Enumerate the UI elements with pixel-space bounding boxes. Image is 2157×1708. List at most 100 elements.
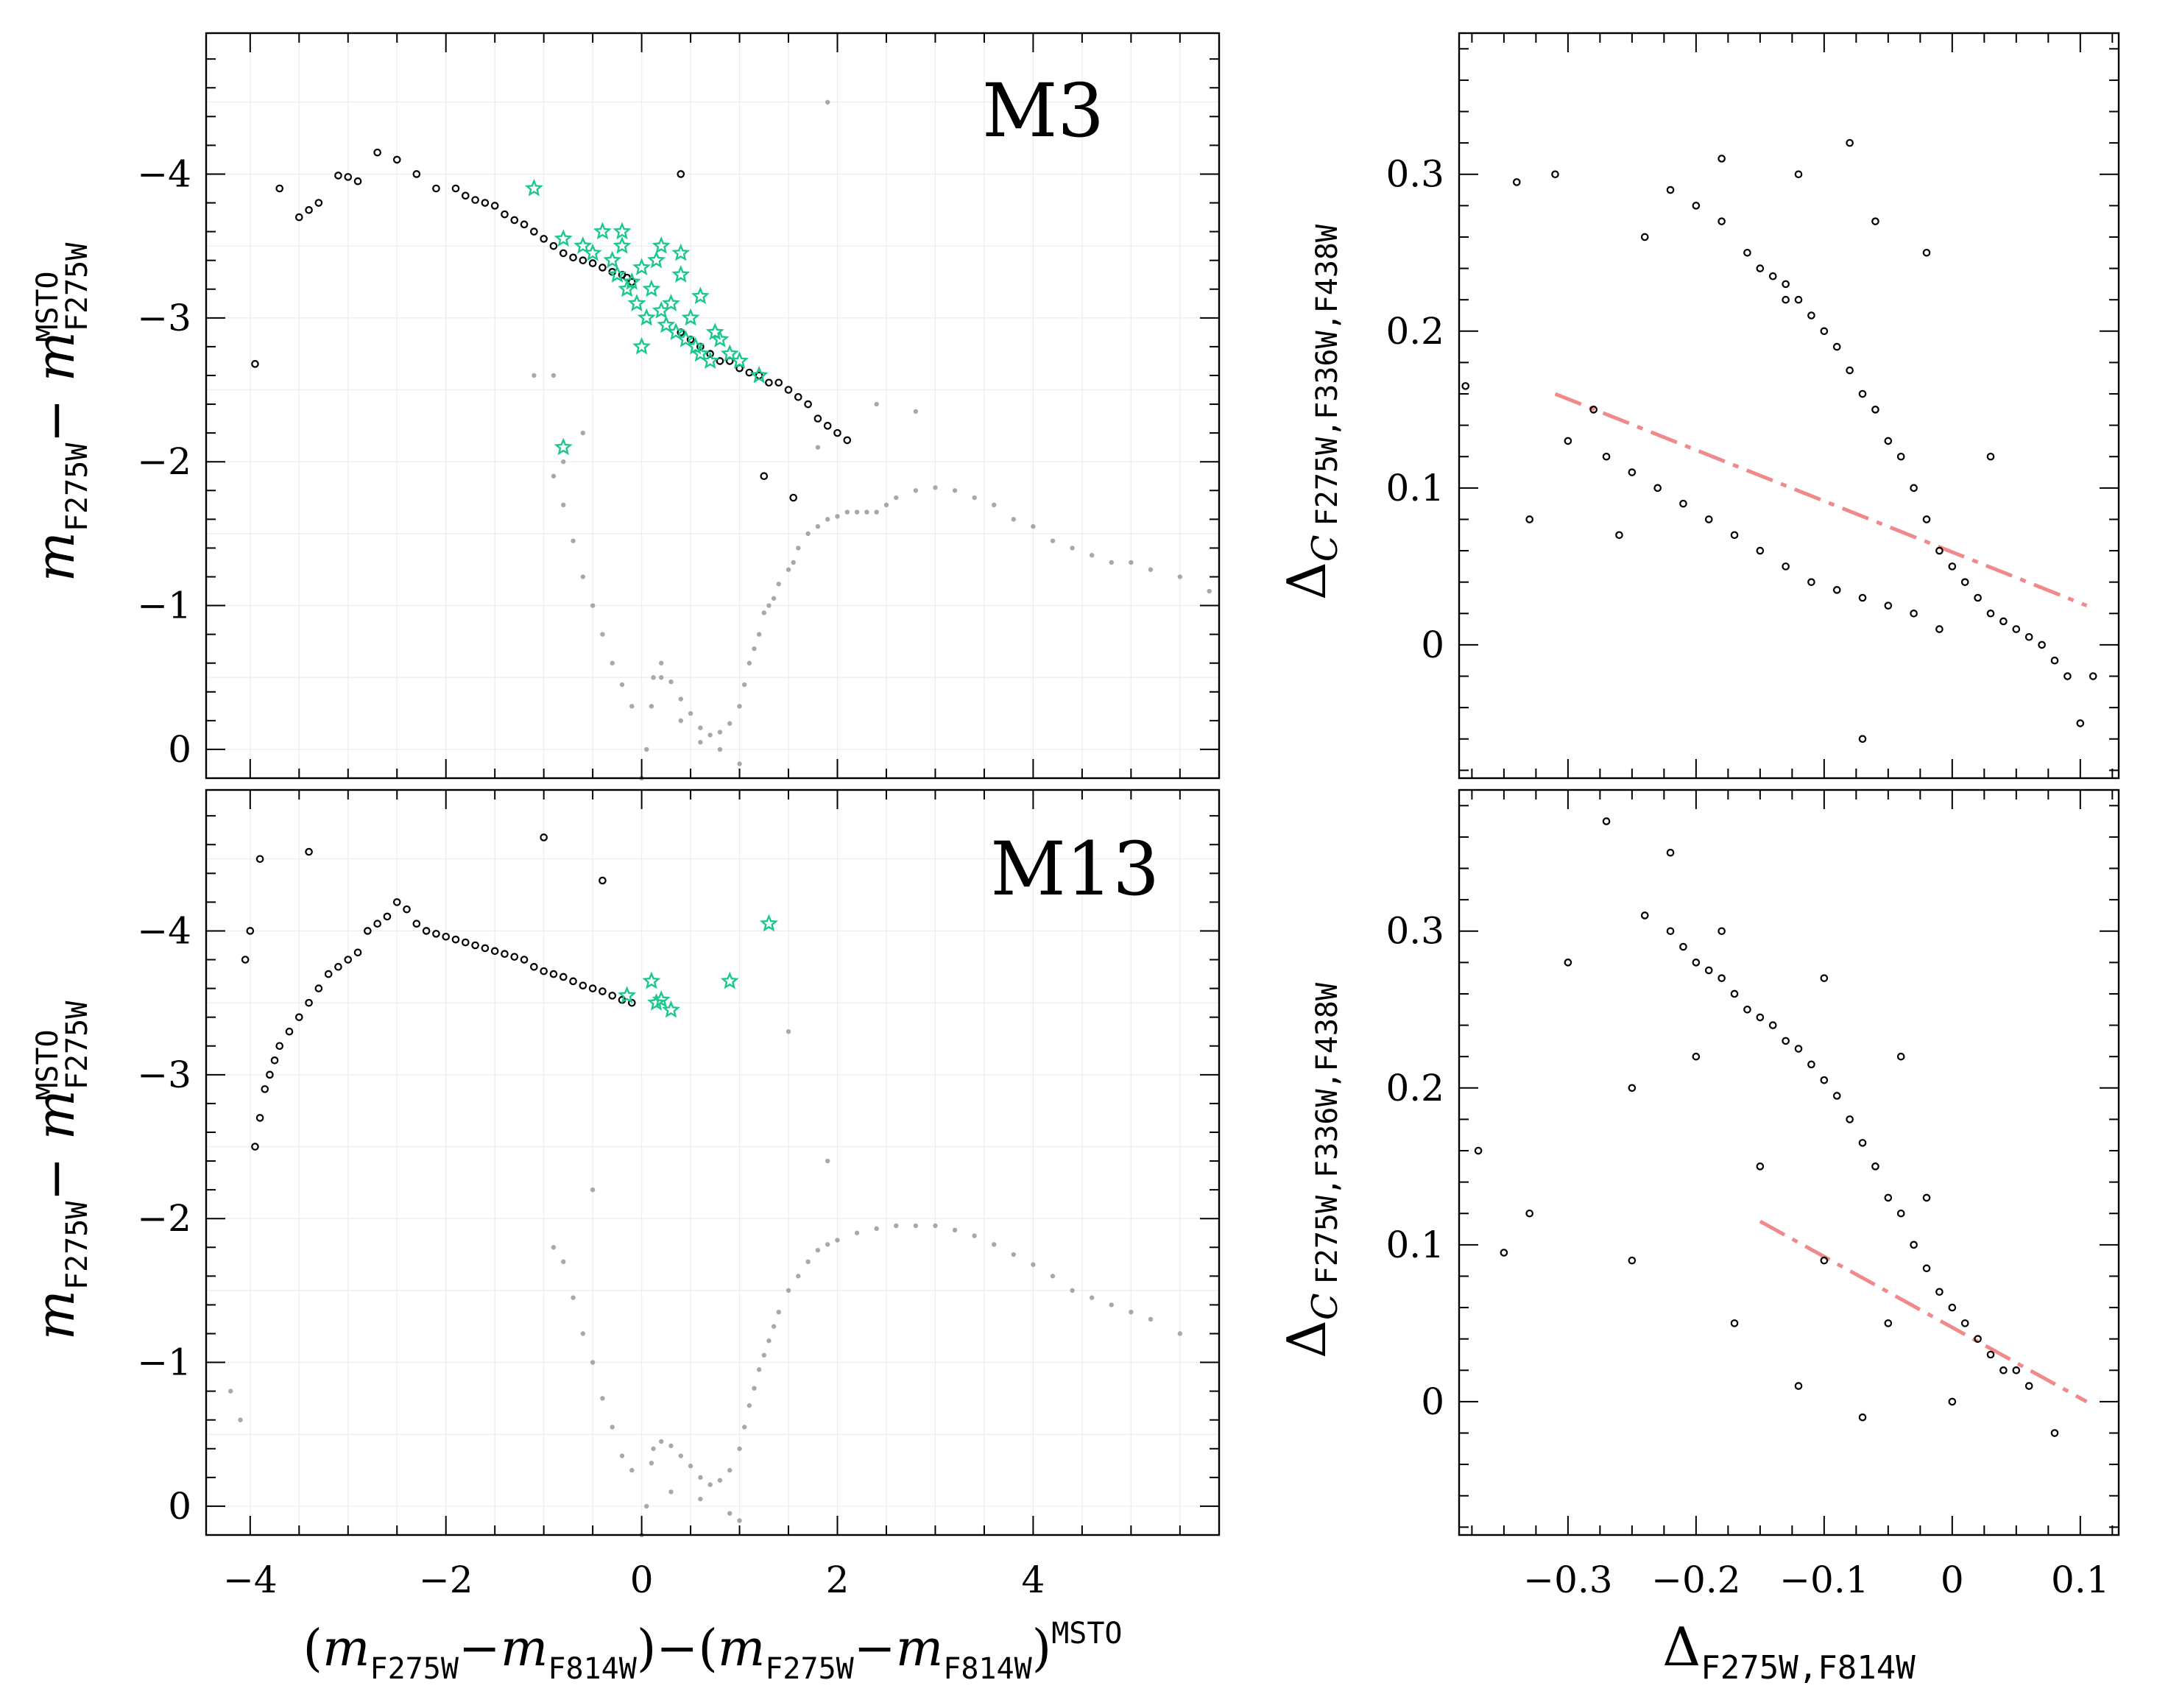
m13-separator-line [1759,1219,2088,1404]
m13-cmd-sample-point-41 [628,998,636,1007]
m13-cmd-ytick-label-2: −2 [137,1197,191,1240]
m3-cmd-background-point-14 [746,660,752,666]
m3-chromosome-stars-point-16 [1910,484,1918,493]
m3-cmd-variables-point-22 [686,336,705,355]
m13-cmd-sample-point-30 [520,956,529,964]
m13-cmd-sample-point-46 [540,833,548,841]
m13-chromosome-ytick-label-0: 0 [1421,1380,1444,1423]
m3-chromosome-stars-point-30 [1564,437,1572,445]
m13-cmd-sample-point-24 [462,938,470,947]
m13-chromosome-stars-point-11 [1794,1045,1803,1053]
m3-chromosome-stars-point-44 [1935,625,1944,633]
m3-cmd-sample-point-17 [501,210,509,219]
m13-chromosome-stars-point-18 [1884,1193,1893,1202]
m13-chromosome-stars-point-48 [1718,927,1726,936]
m3-cmd-sample-point-9 [392,155,401,164]
m3-chromosome-stars-point-2 [1718,217,1726,225]
m3-cmd-sample-point-21 [540,235,548,243]
m13-chromosome-stars-point-15 [1846,1115,1854,1123]
m3-cmd-background-point-13 [742,682,747,688]
m13-cmd-background-point-35 [1011,1252,1017,1257]
m3-chromosome-stars-point-4 [1756,264,1765,272]
m3-cmd-background-point-6 [678,696,683,702]
m3-cmd-sample-point-11 [432,184,440,193]
m3-cmd-variables-point-31 [612,222,632,240]
m3-chromosome-stars-point-48 [1846,138,1854,147]
m3-cmd-sample-point-4 [314,199,323,207]
m13-cmd-background-point-41 [1129,1309,1134,1315]
m3-cmd-background-point-58 [678,718,683,724]
m13-cmd-ytick-label-0: −4 [137,909,191,952]
m3-chromosome-stars-point-58 [1461,382,1469,390]
m3-cmd-sample-point-13 [462,191,470,200]
rxl-delta: Δ [1662,1616,1701,1678]
m13-cmd-background-point-49 [561,1259,566,1265]
m13-cmd-background-point-40 [1109,1302,1114,1308]
xl-m1: m [322,1620,370,1678]
m3-cmd-sample-point-10 [412,170,421,178]
m3-panel-label: M3 [982,68,1104,154]
m3-cmd-sample-point-19 [520,220,529,229]
m13-chromosome-stars-point-13 [1820,1076,1829,1084]
m3-cmd-background-point-60 [717,747,723,752]
m3-cmd-background-point-59 [698,739,703,745]
m3-cmd-variables-point-17 [662,294,680,311]
m13-cmd-ytick-label-4: 0 [168,1485,191,1528]
m13-cmd-variables-point-4 [662,1000,680,1018]
m3-cmd-variables-point-35 [691,344,710,362]
m13-chromosome-stars-point-17 [1871,1162,1879,1171]
m13-cmd-sample-point-33 [549,970,558,978]
m13-chromosome-stars-point-3 [1692,959,1701,967]
m3-chromosome-stars-point-32 [1628,468,1637,476]
m3-cmd-variables-point-1 [554,229,573,247]
m13-cmd-sample-point-6 [285,1027,294,1036]
m13-chromosome-points [1474,817,2059,1437]
m13-chromosome-stars-point-2 [1679,942,1687,951]
m13-cmd-background-point-59 [825,1158,830,1164]
m13-cmd-background-point-24 [815,1247,821,1253]
m3-chromosome-stars-point-18 [1935,546,1944,555]
m3-cmd-sample-point-8 [373,148,381,157]
m13-chromosome-stars-point-41 [1666,848,1675,857]
m3-cmd-background-point-30 [864,509,869,515]
m3-cmd-background-point-51 [590,603,596,608]
m3-cmd-sample-point-12 [451,184,460,193]
m13-cmd-sample-point-16 [383,912,392,921]
m3-cmd-sample-point-42 [774,378,783,387]
m3-chromosome-stars-point-50 [1551,170,1559,179]
m13-cmd-sample-point-26 [481,944,490,953]
m3-chromosome-stars-point-31 [1602,452,1611,461]
m3-cmd-background-point-35 [933,485,938,490]
m13-cmd-sample-point-28 [501,950,509,959]
m3-cmd-variables-point-23 [691,286,710,305]
m3-cmd-variables-point-18 [666,322,685,341]
m3-chromosome-stars-point-36 [1730,531,1739,540]
m3-cmd-sample-point-7 [353,177,362,186]
m3-cmd-variables-point-26 [710,329,730,347]
m13-cmd-sample-point-11 [334,963,342,971]
m3-chromosome-stars-point-21 [1974,593,1982,602]
m3-cmd-ytick-label-0: −4 [137,152,191,195]
m13-chromosome-stars-point-8 [1756,1013,1765,1022]
m3-cmd-sample-point-16 [490,202,499,210]
xl-s3: F275W [765,1652,854,1686]
m3-chromosome-stars-point-19 [1948,562,1957,571]
m3-cmd-panel: −4 −3 −2 −1 0 M3 [137,32,1221,781]
svg-text:ΔCF275W,F336W,F438W: ΔC F275W,F336W,F438W [1276,224,1346,600]
m3-cmd-ytick-label-2: −2 [137,440,191,483]
m13-cmd-sample-point-39 [608,992,617,1000]
m3-cmd-background-point-38 [992,502,997,508]
m3-cmd-variables-point-16 [657,315,676,334]
m3-chromosome-stars-point-15 [1896,452,1905,461]
m3-chromosome-stars-point-52 [1615,531,1623,540]
m3-cmd-background-point-66 [913,409,919,414]
m13-cmd-sample-point-21 [432,930,440,938]
m3-chromosome-stars-point-34 [1679,499,1687,508]
m13-cmd-variables-point-5 [720,971,739,989]
m13-cmd-sample-point-29 [510,953,519,961]
m13-chromosome-stars-point-12 [1807,1060,1815,1069]
m13-cmd-panel: −4 −3 −2 −1 0 −4 −2 0 2 4 M13 [137,788,1221,1601]
m3-chromosome-stars-point-6 [1782,280,1790,289]
m13-cmd-background-point-52 [668,1489,674,1494]
m3-cmd-sample-point-2 [294,213,303,222]
